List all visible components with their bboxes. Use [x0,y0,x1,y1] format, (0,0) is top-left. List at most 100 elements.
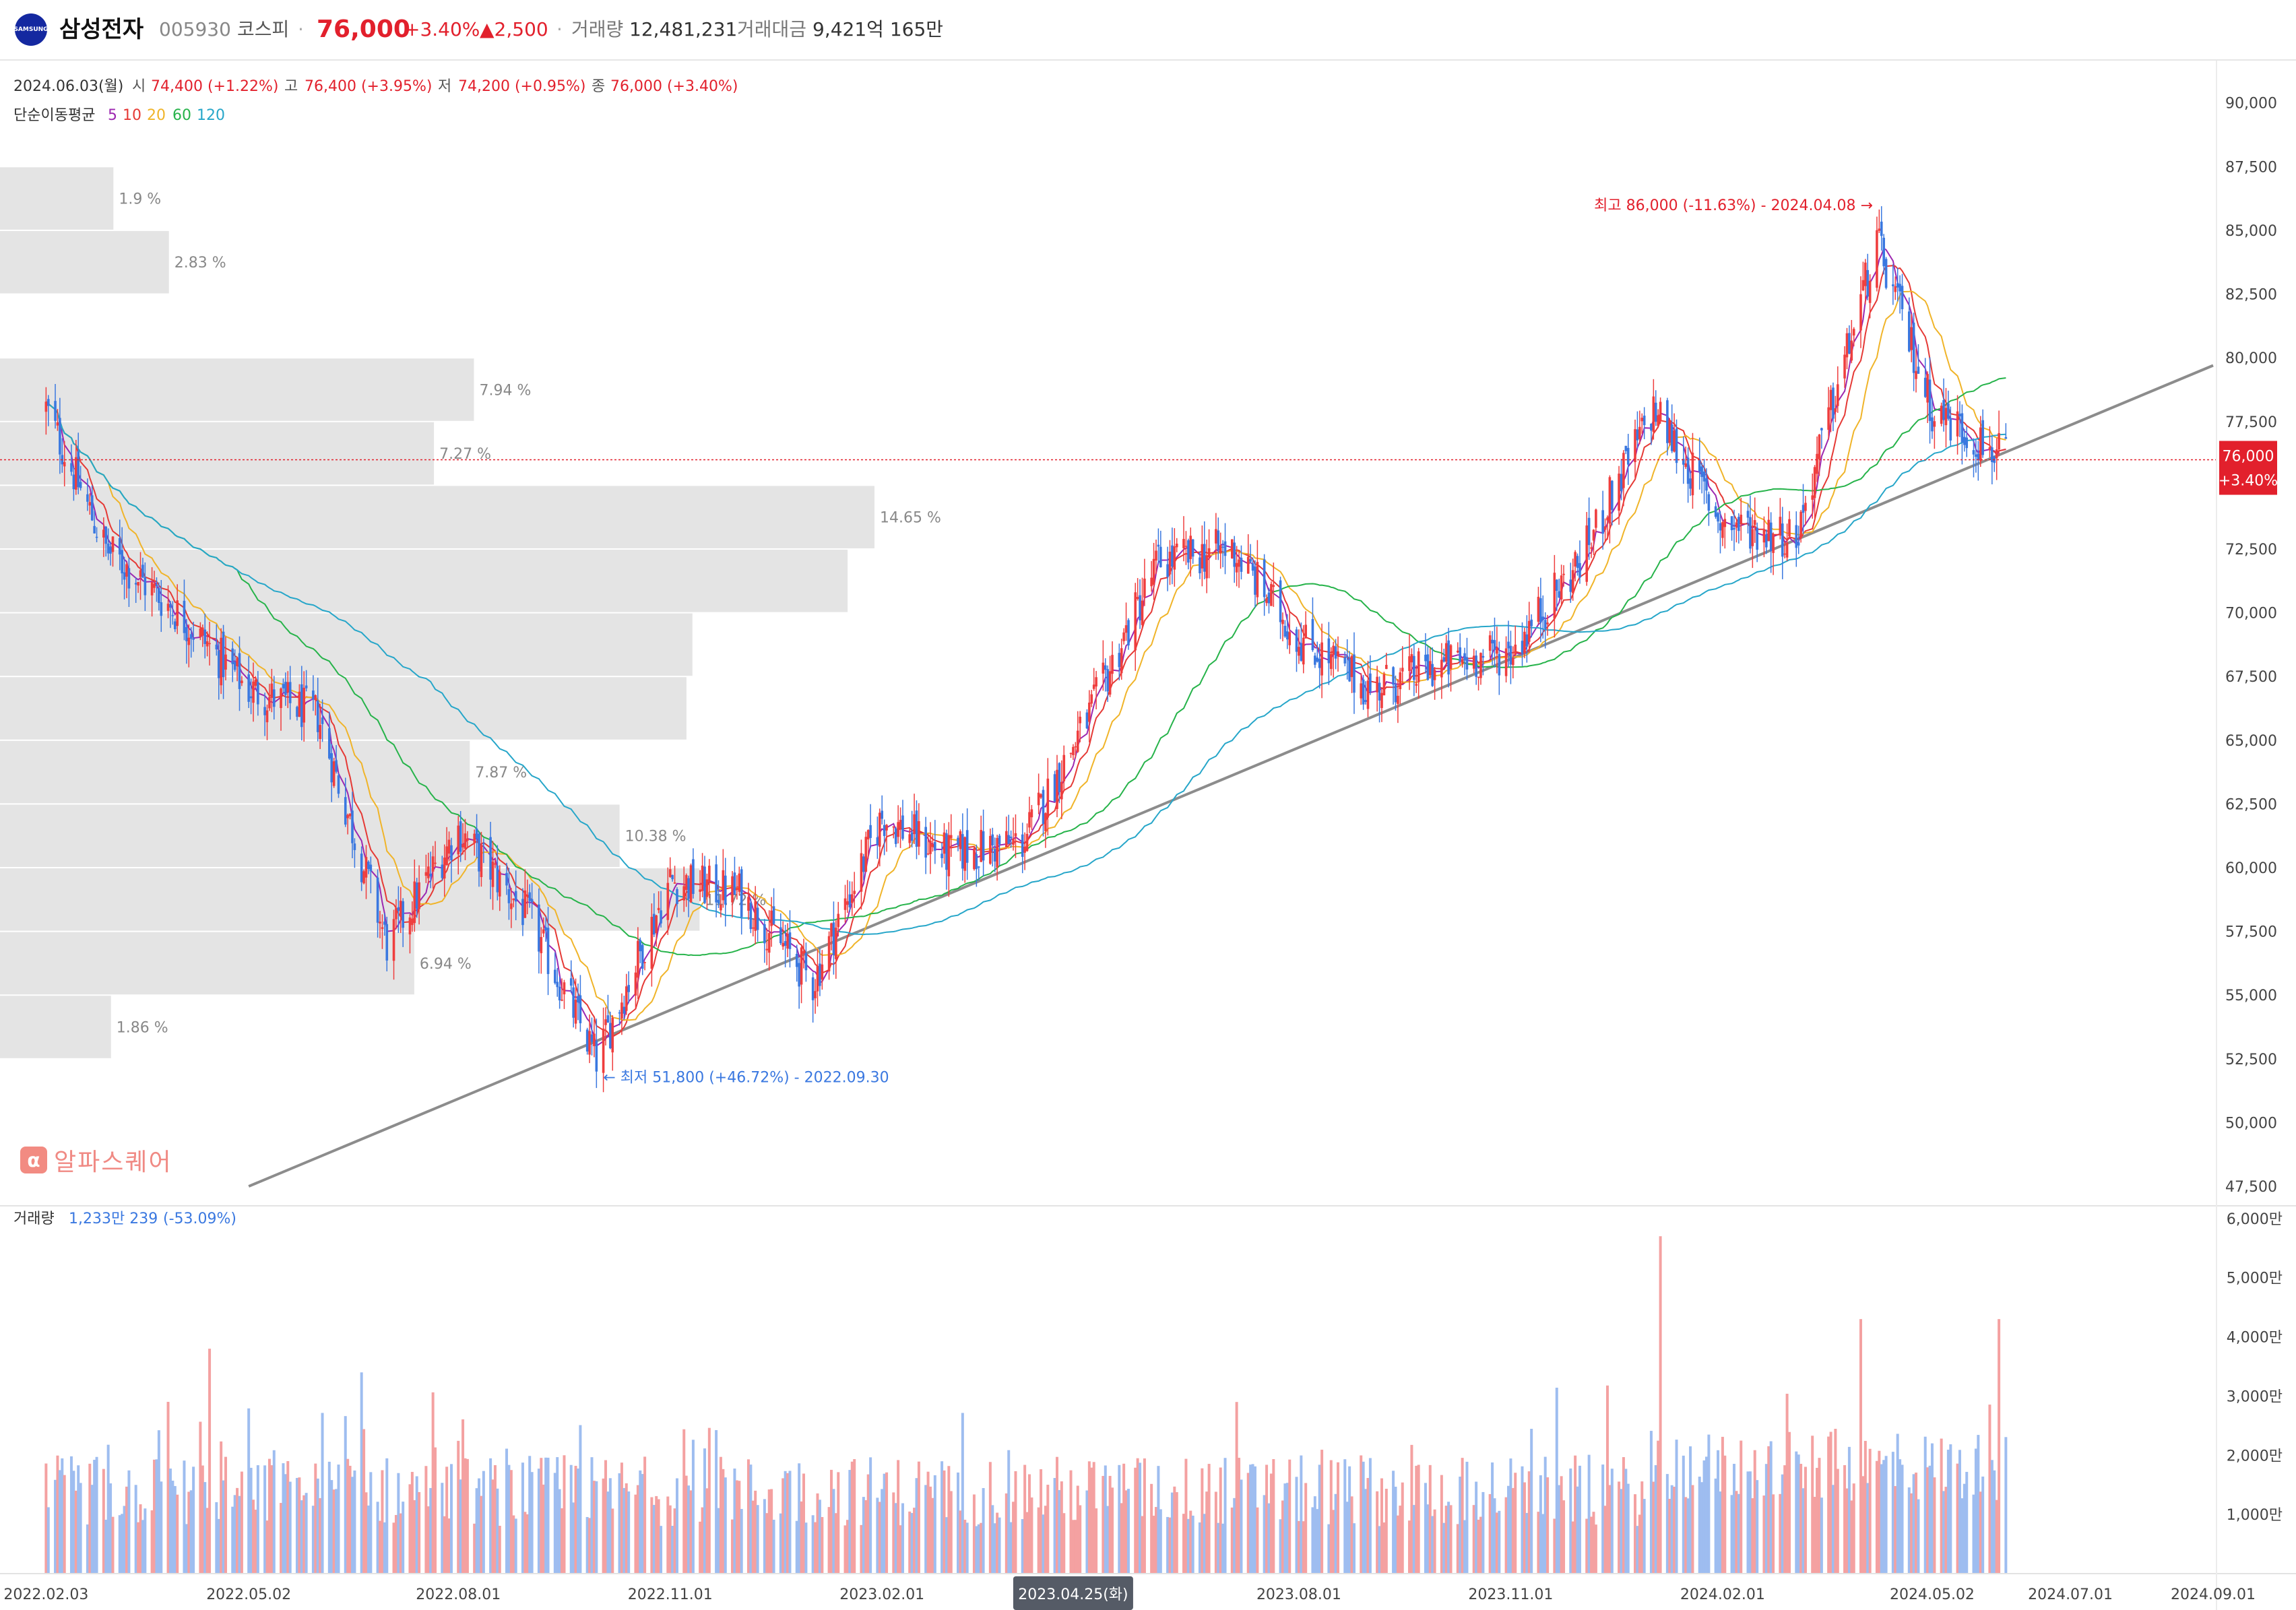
volume-bar [1007,1450,1011,1574]
candle-body [577,996,579,1003]
candle-body [1104,665,1107,670]
volume-bar [121,1514,124,1574]
volume-bar [1157,1466,1160,1574]
candle-body [512,898,515,901]
volume-bar [1004,1493,1008,1574]
volume-bar [1652,1481,1655,1574]
volume-bar [940,1461,944,1574]
volume-bar [1521,1466,1524,1574]
volume-bar [176,1494,179,1574]
volume-bar [860,1524,863,1574]
candle-body [1283,626,1287,637]
candle-body [850,894,854,903]
candle-body [585,1029,589,1052]
candle-body [1127,620,1130,646]
price-tick-label: 85,000 [2225,223,2277,240]
candle-body [1859,294,1862,331]
volume-bar [892,1492,895,1574]
price-chart[interactable]: 1.9 % 2.83 % 7.94 % 7.27 % 14.65 % 7.87 % 10.3… [0,61,2296,1610]
volume-bar [1762,1495,1766,1574]
volume-bar [1265,1464,1269,1574]
price-tick-label: 72,500 [2225,542,2277,558]
candle-body [1249,558,1252,562]
volume-bar [1207,1464,1211,1574]
candle-body [1360,683,1363,699]
volume-bar [1543,1456,1547,1574]
volume-bar [1901,1464,1904,1574]
volume-bar [1956,1463,1959,1574]
volume-profile-label: 7.87 % [475,765,527,781]
volume-bar [881,1489,884,1574]
candle-body [1882,237,1885,267]
volume-bar [1894,1486,1897,1574]
candle-body [749,903,753,930]
volume-value: 12,481,231 [629,18,738,40]
volume-bar [166,1402,170,1574]
candle-body [434,862,437,864]
candle-body [56,422,59,426]
volume-bar [1574,1455,1577,1574]
candle-body [657,907,660,911]
volume-bar [56,1455,59,1574]
candle-body [1477,676,1480,678]
ma-10-label[interactable]: 10 [123,107,141,124]
candle-body [254,679,257,686]
volume-bar [1558,1485,1561,1574]
volume-bar [1334,1493,1337,1574]
volume-bar [1191,1515,1194,1574]
candle-body [1021,834,1024,857]
volume-bar [1732,1464,1735,1574]
volume-profile-label: 1.86 % [117,1020,168,1037]
volume-bar [464,1458,467,1574]
volume-bar [332,1489,336,1574]
candle-body [362,871,365,884]
ma-20-label[interactable]: 20 [147,107,166,124]
candle-body [86,494,89,502]
volume-bar [79,1483,82,1574]
volume-bar [1399,1506,1402,1574]
candle-body [1288,632,1292,645]
volume-bar [1585,1518,1589,1574]
volume-bar [576,1469,579,1574]
ma-5-label[interactable]: 5 [108,107,117,124]
volume-bar [473,1523,476,1574]
ma-60-label[interactable]: 60 [172,107,191,124]
candle-body [687,878,690,899]
volume-bar [961,1413,964,1574]
volume-bar [1046,1485,1050,1574]
volume-bar [1684,1497,1688,1574]
candle-body [1397,695,1399,704]
volume-bar [811,1515,815,1574]
volume-bar [719,1456,722,1574]
volume-bar [1481,1491,1485,1574]
candle-body [1072,746,1075,756]
volume-bar [418,1491,421,1574]
volume-bar [109,1483,113,1574]
candle-body [671,874,674,880]
volume-profile-bar [0,868,700,931]
candle-body [1108,671,1112,695]
volume-bar [1972,1494,1975,1574]
volume-bar [1665,1474,1669,1574]
stock-name[interactable]: 삼성전자 [59,16,144,43]
candle-body [1659,401,1662,422]
candle-body [1417,651,1420,682]
candle-body [1150,577,1153,587]
candle-body [335,760,338,772]
volume-bar [1087,1461,1091,1574]
volume-bar [489,1458,492,1574]
volume-bar [1350,1496,1353,1574]
volume-bar [493,1464,497,1574]
candle-body [1912,322,1915,373]
candle-body [1134,592,1137,651]
volume-bar [1376,1491,1379,1574]
candle-body [837,913,840,928]
candle-body [788,932,792,949]
candle-body [832,922,835,956]
candle-body [1915,371,1917,379]
candle-body [572,987,575,1018]
ma-120-label[interactable]: 120 [197,107,225,124]
candle-body [1896,283,1899,288]
volume-bar [1560,1476,1563,1574]
volume-bar [1394,1486,1397,1574]
